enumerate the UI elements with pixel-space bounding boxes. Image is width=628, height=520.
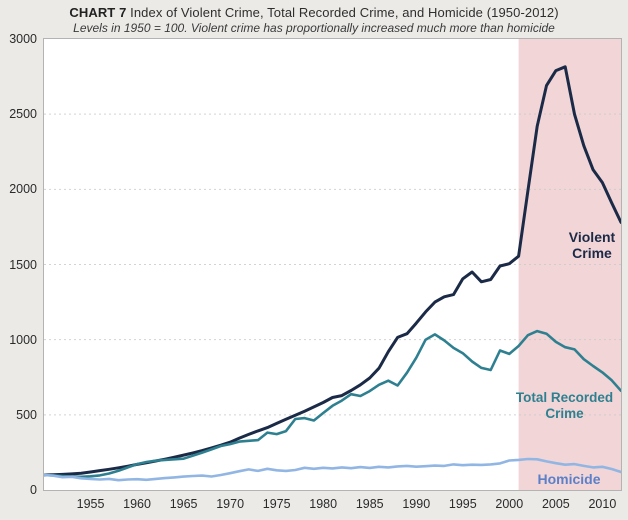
total-recorded-crime-label-line1: Total Recorded (515, 390, 614, 405)
y-tick-label-3000: 3000 (9, 32, 37, 46)
series-line-homicide (44, 457, 621, 482)
violent-crime-label-line1: Violent (568, 229, 616, 245)
total-recorded-crime-label: Total Recorded Crime (507, 390, 622, 422)
y-tick-label-0: 0 (30, 483, 37, 497)
chart-title: CHART 7 Index of Violent Crime, Total Re… (0, 5, 628, 20)
x-tick-label-2000: 2000 (495, 497, 524, 511)
homicide-label: Homicide (519, 471, 619, 487)
x-tick-label-1965: 1965 (169, 497, 198, 511)
x-tick-label-1990: 1990 (402, 497, 431, 511)
chart-subtitle: Levels in 1950 = 100. Violent crime has … (73, 21, 555, 35)
chart-number: CHART 7 (69, 5, 127, 20)
x-tick-label-1995: 1995 (448, 497, 477, 511)
x-tick-label-2010: 2010 (588, 497, 617, 511)
x-tick-label-2005: 2005 (541, 497, 570, 511)
series-line-total-recorded-crime (44, 329, 621, 479)
x-tick-label-1955: 1955 (76, 497, 105, 511)
x-tick-label-1970: 1970 (216, 497, 245, 511)
total-recorded-crime-label-line2: Crime (545, 406, 584, 421)
y-tick-label-2500: 2500 (9, 107, 37, 122)
y-tick-label-1500: 1500 (9, 257, 37, 272)
y-tick-label-1000: 1000 (9, 332, 37, 347)
x-tick-label-1980: 1980 (309, 497, 338, 511)
y-tick-label-2000: 2000 (9, 182, 37, 197)
x-tick-label-1960: 1960 (123, 497, 151, 511)
chart-canvas (44, 39, 621, 490)
plot-area: Violent Crime Total Recorded Crime Homic… (43, 38, 622, 491)
x-tick-label-1985: 1985 (355, 497, 384, 511)
homicide-label-line1: Homicide (537, 471, 601, 487)
chart-title-text: Index of Violent Crime, Total Recorded C… (130, 5, 559, 20)
violent-crime-label-line2: Crime (572, 245, 612, 261)
x-tick-label-1975: 1975 (262, 497, 291, 511)
y-tick-label-500: 500 (16, 407, 37, 422)
violent-crime-label: Violent Crime (542, 229, 628, 261)
